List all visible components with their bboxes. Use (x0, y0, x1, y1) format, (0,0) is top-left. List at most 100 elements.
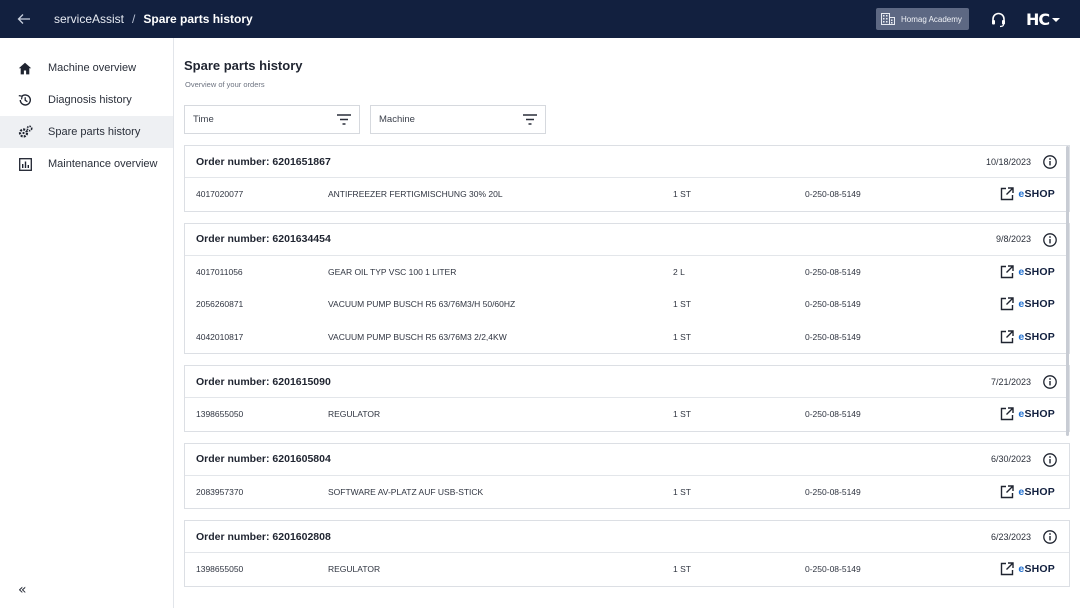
part-number: 4017020077 (196, 189, 244, 200)
eshop-link[interactable]: eSHOP (1000, 187, 1055, 201)
order-number: Order number: 6201602808 (196, 530, 331, 543)
part-description: VACUUM PUMP BUSCH R5 63/76M3/H 50/60HZ (328, 299, 516, 310)
part-number: 1398655050 (196, 564, 244, 575)
quantity: 1 ST (673, 564, 691, 575)
external-link-icon (1000, 407, 1015, 421)
page-subtitle: Overview of your orders (185, 80, 265, 89)
order-date: 7/21/2023 (990, 376, 1031, 387)
order-header: Order number: 6201602808 6/23/2023 (185, 521, 1069, 553)
gear-icon (17, 124, 33, 140)
part-description: VACUUM PUMP BUSCH R5 63/76M3 2/2,4KW (328, 331, 507, 342)
machine-number: 0-250-08-5149 (805, 564, 861, 575)
info-icon[interactable] (1043, 452, 1057, 467)
eshop-logo: eSHOP (1018, 563, 1055, 575)
eshop-link[interactable]: eSHOP (1000, 329, 1055, 344)
filter-icon (337, 114, 351, 125)
breadcrumb-app[interactable]: serviceAssist (54, 12, 125, 26)
filter-icon (523, 114, 537, 125)
external-link-icon (1000, 264, 1015, 279)
eshop-logo: eSHOP (1018, 298, 1055, 310)
eshop-link[interactable]: eSHOP (1000, 297, 1055, 311)
order-card: Order number: 6201615090 7/21/2023 1398655… (184, 365, 1070, 432)
external-link-icon (1000, 484, 1015, 499)
support-button[interactable] (990, 11, 1007, 28)
sidebar-item-label: Spare parts history (48, 126, 141, 138)
back-button[interactable] (0, 0, 48, 38)
chart-icon (17, 156, 33, 172)
order-card: Order number: 6201605804 6/30/2023 2083957… (184, 442, 1070, 509)
quantity: 1 ST (673, 486, 691, 497)
sidebar-item-machine-overview[interactable]: Machine overview (0, 52, 173, 84)
time-filter[interactable]: Time (184, 105, 360, 134)
quantity: 1 ST (673, 409, 691, 420)
sidebar-item-spare-parts-history[interactable]: Spare parts history (0, 116, 173, 148)
sidebar-item-diagnosis-history[interactable]: Diagnosis history (0, 84, 173, 116)
sidebar-item-label: Maintenance overview (48, 158, 158, 170)
top-bar: serviceAssist / Spare parts history Homa… (0, 0, 1080, 38)
part-description: REGULATOR (328, 564, 381, 575)
part-description: GEAR OIL TYP VSC 100 1 LITER (328, 266, 457, 277)
homag-academy-button[interactable]: Homag Academy (876, 8, 969, 30)
home-icon (17, 60, 33, 76)
order-header: Order number: 6201615090 7/21/2023 (185, 366, 1069, 398)
sidebar: Machine overview Diagnosis history Spare… (0, 38, 174, 608)
machine-number: 0-250-08-5149 (805, 189, 861, 200)
order-number: Order number: 6201615090 (196, 375, 331, 388)
order-date: 10/18/2023 (985, 156, 1031, 167)
homag-academy-label: Homag Academy (901, 14, 962, 24)
eshop-logo: eSHOP (1018, 188, 1055, 200)
quantity: 1 ST (673, 299, 691, 310)
machine-number: 0-250-08-5149 (805, 486, 861, 497)
table-row: 1398655050 REGULATOR 1 ST 0-250-08-5149 eSHO… (185, 553, 1069, 586)
info-icon[interactable] (1043, 375, 1057, 389)
breadcrumb-current: Spare parts history (143, 12, 253, 26)
building-icon (881, 13, 895, 25)
order-number: Order number: 6201651867 (196, 155, 331, 168)
quantity: 2 L (673, 266, 685, 277)
eshop-logo: eSHOP (1018, 265, 1055, 278)
part-number: 1398655050 (196, 409, 244, 420)
user-menu-button[interactable]: HC (1026, 10, 1061, 29)
eshop-link[interactable]: eSHOP (1000, 407, 1055, 421)
info-icon[interactable] (1043, 530, 1057, 544)
breadcrumb-separator: / (132, 12, 136, 26)
quantity: 1 ST (673, 331, 691, 342)
page-title: Spare parts history (184, 58, 303, 73)
order-header: Order number: 6201634454 9/8/2023 (185, 224, 1069, 256)
order-header: Order number: 6201651867 10/18/2023 (185, 146, 1069, 178)
machine-number: 0-250-08-5149 (805, 266, 861, 277)
order-card: Order number: 6201634454 9/8/2023 40170110… (184, 222, 1070, 354)
order-date: 6/23/2023 (990, 531, 1031, 542)
table-row: 2083957370 SOFTWARE AV-PLATZ AUF USB-STIC… (185, 476, 1069, 509)
sidebar-item-label: Diagnosis history (48, 94, 132, 106)
table-row: 4017011056 GEAR OIL TYP VSC 100 1 LITER 2 … (185, 256, 1069, 289)
order-number: Order number: 6201634454 (196, 233, 331, 245)
info-icon[interactable] (1043, 155, 1057, 169)
chevron-down-icon (1052, 17, 1061, 22)
external-link-icon (1000, 329, 1015, 344)
machine-filter[interactable]: Machine (370, 105, 546, 134)
table-row: 4017020077 ANTIFREEZER FERTIGMISCHUNG 30%… (185, 178, 1069, 211)
order-card: Order number: 6201602808 6/23/2023 1398655… (184, 520, 1070, 587)
eshop-link[interactable]: eSHOP (1000, 264, 1055, 279)
sidebar-item-label: Machine overview (48, 62, 137, 74)
sidebar-item-maintenance-overview[interactable]: Maintenance overview (0, 148, 173, 180)
eshop-link[interactable]: eSHOP (1000, 562, 1055, 576)
arrow-left-icon (17, 14, 30, 24)
info-icon[interactable] (1043, 232, 1057, 247)
part-number: 2056260871 (196, 299, 244, 310)
machine-number: 0-250-08-5149 (805, 409, 861, 420)
part-number: 4042010817 (196, 331, 244, 342)
machine-filter-label: Machine (379, 114, 415, 125)
table-row: 1398655050 REGULATOR 1 ST 0-250-08-5149 eSHO… (185, 398, 1069, 431)
collapse-sidebar-button[interactable]: « (18, 582, 27, 598)
order-number: Order number: 6201605804 (196, 453, 331, 465)
headset-icon (992, 12, 1005, 28)
history-icon (17, 92, 33, 108)
eshop-link[interactable]: eSHOP (1000, 484, 1055, 499)
scrollbar[interactable] (1066, 146, 1069, 436)
orders-list: Order number: 6201651867 10/18/2023 401702… (184, 145, 1070, 598)
order-header: Order number: 6201605804 6/30/2023 (185, 444, 1069, 476)
order-date: 9/8/2023 (995, 234, 1031, 244)
company-logo: HC (1026, 10, 1050, 29)
